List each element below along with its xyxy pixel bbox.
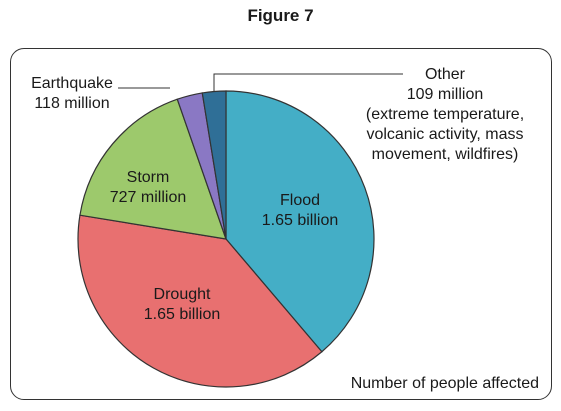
- figure-title: Figure 7: [247, 6, 314, 25]
- slice-label-other-note-1: (extreme temperature,: [366, 106, 524, 123]
- slice-label-storm-name: Storm: [127, 169, 170, 186]
- slice-label-flood-name: Flood: [280, 192, 320, 209]
- slice-label-storm-value: 727 million: [110, 189, 186, 206]
- slice-label-earthquake-value: 118 million: [34, 95, 109, 112]
- slice-label-earthquake-name: Earthquake: [31, 75, 113, 92]
- slice-label-flood-value: 1.65 billion: [262, 212, 339, 229]
- slice-label-other-value: 109 million: [407, 86, 483, 103]
- slice-label-other-note-3: movement, wildfires): [372, 146, 519, 163]
- chart-caption: Number of people affected: [350, 375, 539, 392]
- leader-line-other: [213, 73, 403, 92]
- pie-slice-drought: [77, 214, 323, 388]
- pie-slice-flood: [225, 90, 375, 353]
- slice-label-drought-value: 1.65 billion: [144, 306, 221, 323]
- chart-frame: [10, 48, 552, 400]
- pie-slice-storm: [79, 98, 227, 240]
- slice-label-other-note-2: volcanic activity, mass: [366, 126, 523, 143]
- slice-label-drought-name: Drought: [154, 286, 211, 303]
- slice-label-other-name: Other: [425, 66, 466, 83]
